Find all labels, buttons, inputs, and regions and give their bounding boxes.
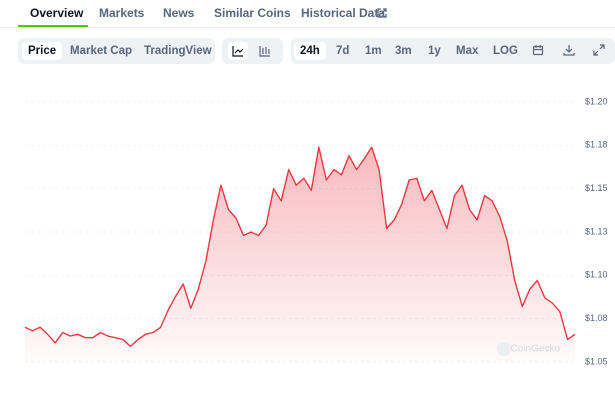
watermark: CoinGecko	[511, 344, 561, 355]
tab[interactable]: Markets	[99, 6, 145, 20]
button[interactable]: Market Cap	[70, 45, 132, 57]
separator	[0, 27, 615, 28]
y-tick-label: $1.08	[585, 313, 608, 323]
button[interactable]: 3m	[395, 45, 412, 57]
button[interactable]: 1m	[365, 45, 382, 57]
candle-chart-button[interactable]	[258, 44, 272, 58]
tab[interactable]: News	[163, 6, 195, 20]
button[interactable]: 24h	[294, 42, 326, 60]
y-tick-label: $1.18	[585, 140, 608, 150]
price-chart: $1.05 $1.08 $1.10 $1.13 $1.15 $1.18 $1.20 CoinG…	[24, 96, 608, 366]
y-tick-label: $1.15	[585, 183, 608, 193]
watermark-logo	[497, 342, 511, 356]
fullscreen-button[interactable]	[593, 44, 605, 56]
button[interactable]: TradingView	[144, 45, 212, 57]
tab[interactable]: Overview	[30, 6, 84, 20]
tab[interactable]: Historical Data	[301, 6, 386, 20]
button[interactable]: 7d	[336, 45, 350, 57]
button[interactable]: Max	[456, 45, 479, 57]
y-tick-label: $1.10	[585, 270, 608, 280]
button[interactable]: Price	[22, 42, 63, 60]
y-tick-label: $1.20	[585, 96, 608, 106]
tab[interactable]: Similar Coins	[214, 6, 291, 20]
line-chart-button[interactable]	[228, 42, 248, 60]
range-group	[291, 38, 615, 64]
button[interactable]: LOG	[493, 45, 518, 57]
calendar-button[interactable]	[532, 44, 544, 56]
price-line	[24, 146, 576, 348]
external-icon	[377, 8, 387, 18]
y-tick-label: $1.13	[585, 226, 608, 236]
area-fill	[25, 147, 575, 362]
active-underline	[18, 25, 88, 27]
button[interactable]: 1y	[428, 45, 441, 57]
y-tick-label: $1.05	[585, 356, 608, 366]
download-button[interactable]	[563, 44, 575, 56]
